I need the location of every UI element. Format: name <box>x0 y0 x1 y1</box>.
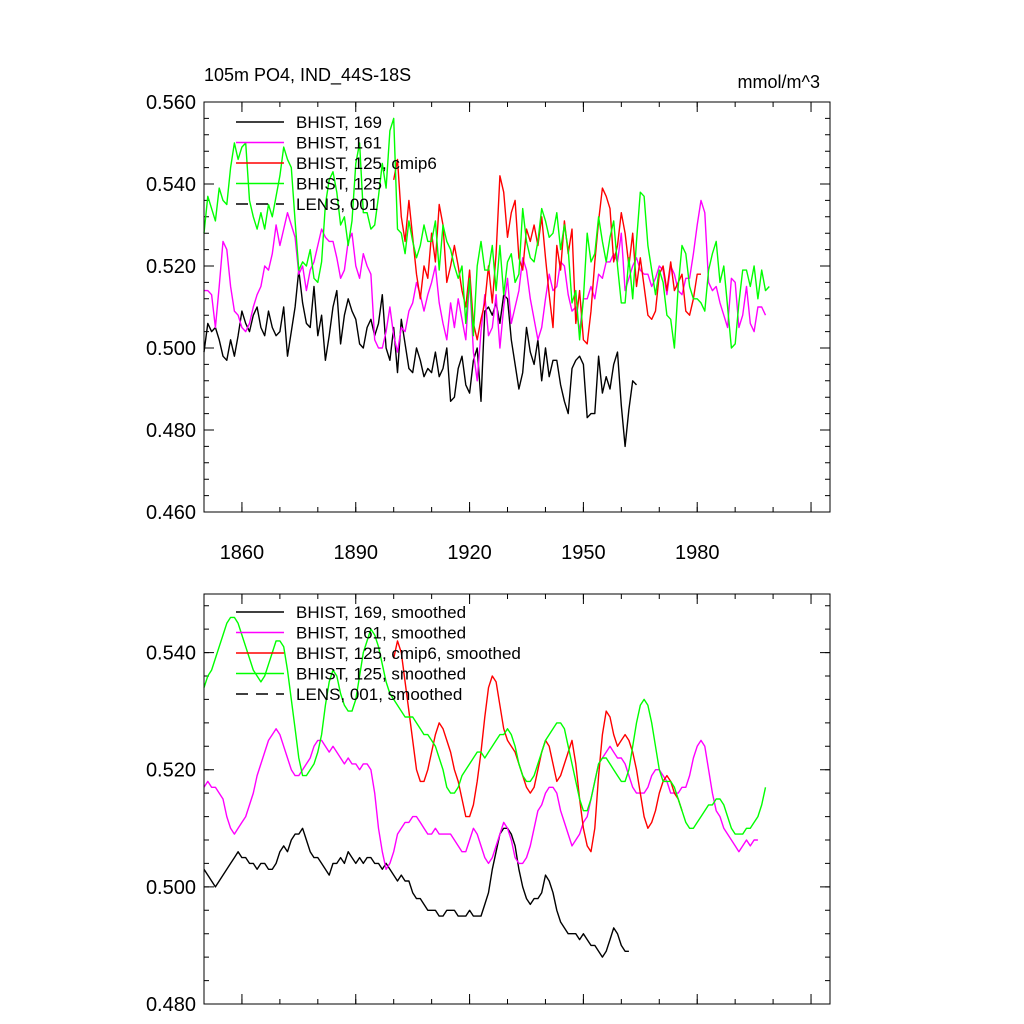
series-line-bhist-169 <box>203 269 638 448</box>
legend-label: BHIST, 169, smoothed <box>296 603 466 622</box>
y-tick-label: 0.460 <box>146 502 196 524</box>
series-line-bhist-125-smoothed <box>203 616 767 835</box>
y-tick-label: 0.500 <box>146 877 196 899</box>
legend-label: BHIST, 161, smoothed <box>296 624 466 643</box>
y-tick-label: 0.520 <box>146 256 196 278</box>
legend-label: BHIST, 169 <box>296 113 382 132</box>
series-line-bhist-169-smoothed <box>203 827 629 958</box>
x-tick-label: 1980 <box>675 542 720 564</box>
legend-label: BHIST, 161 <box>296 134 382 153</box>
series-line-bhist-161-smoothed <box>203 728 758 870</box>
y-tick-label: 0.540 <box>146 643 196 665</box>
legend-label: LENS, 001, smoothed <box>296 685 462 704</box>
legend-label: BHIST, 125, smoothed <box>296 665 466 684</box>
legend-label: BHIST, 125, cmip6 <box>296 154 437 173</box>
bottom-panel: 0.480 0.500 0.520 0.540 BHIST, 169, smoothe… <box>146 593 831 1016</box>
x-tick-label: 1860 <box>220 542 265 564</box>
x-tick-label: 1920 <box>447 542 492 564</box>
legend-label: BHIST, 125, cmip6, smoothed <box>296 644 521 663</box>
y-tick-label: 0.520 <box>146 760 196 782</box>
series-line-bhist-125-cmip6 <box>393 158 701 345</box>
legend-label: BHIST, 125 <box>296 175 382 194</box>
y-tick-label: 0.540 <box>146 174 196 196</box>
y-tick-label: 0.480 <box>146 994 196 1016</box>
plot-frame <box>203 101 831 513</box>
series-line-bhist-125-cmip6-smoothed <box>393 640 683 853</box>
chart-title: 105m PO4, IND_44S-18S <box>204 65 411 86</box>
top-panel: 105m PO4, IND_44S-18S mmol/m^3 0.460 0.48… <box>146 65 831 564</box>
y-tick-label: 0.560 <box>146 92 196 114</box>
plot-frame <box>203 593 831 1005</box>
series-line-bhist-125 <box>203 117 770 349</box>
x-tick-label: 1890 <box>334 542 379 564</box>
legend-label: LENS, 001 <box>296 195 378 214</box>
x-tick-label: 1950 <box>561 542 606 564</box>
y-tick-label: 0.500 <box>146 338 196 360</box>
y-tick-label: 0.480 <box>146 420 196 442</box>
units-label: mmol/m^3 <box>738 72 820 92</box>
